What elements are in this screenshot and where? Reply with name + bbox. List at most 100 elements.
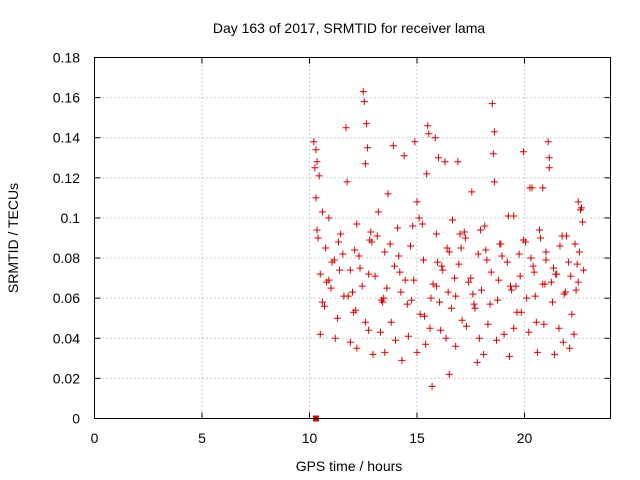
data-point	[355, 252, 363, 260]
y-tick-label: 0.02	[53, 370, 80, 386]
data-point	[318, 208, 326, 216]
data-point	[483, 256, 491, 264]
data-point	[318, 298, 326, 306]
data-point	[473, 358, 481, 366]
y-tick-label: 0.04	[53, 330, 80, 346]
data-point	[373, 232, 381, 240]
data-point	[379, 298, 387, 306]
data-point	[517, 308, 525, 316]
data-point	[568, 310, 576, 318]
data-point	[432, 230, 440, 238]
data-point	[353, 344, 361, 352]
data-point	[448, 216, 456, 224]
data-point	[547, 278, 555, 286]
data-point	[401, 276, 409, 284]
data-point	[409, 222, 417, 230]
data-point	[356, 264, 364, 272]
data-point	[331, 334, 339, 342]
data-point	[482, 246, 490, 254]
data-point	[439, 266, 447, 274]
data-point	[541, 280, 549, 288]
data-point	[352, 306, 360, 314]
data-point	[510, 324, 518, 332]
grid-lines	[94, 57, 611, 419]
data-point	[573, 260, 581, 268]
data-point	[365, 270, 373, 278]
data-point	[512, 282, 520, 290]
data-point	[387, 318, 395, 326]
data-point	[315, 172, 323, 180]
data-point	[553, 270, 561, 278]
data-point	[336, 266, 344, 274]
data-point	[570, 330, 578, 338]
data-point	[321, 302, 329, 310]
data-point	[487, 268, 495, 276]
data-point	[574, 278, 582, 286]
data-point	[392, 336, 399, 344]
y-tick-label: 0.1	[61, 210, 81, 226]
data-point	[314, 234, 322, 242]
data-point	[498, 252, 506, 260]
data-point	[505, 352, 513, 360]
data-point	[490, 128, 498, 136]
data-point	[465, 278, 473, 286]
data-point	[550, 264, 558, 272]
data-point	[567, 272, 575, 280]
y-tick-labels: 0 0.02 0.04 0.06 0.08 0.1 0.12 0.14 0.16 0.18	[53, 50, 80, 427]
data-point	[469, 290, 477, 298]
y-tick-label: 0.14	[53, 130, 80, 146]
x-tick-label: 5	[198, 430, 206, 446]
data-point	[381, 248, 389, 256]
data-point	[312, 146, 320, 154]
data-point	[346, 266, 354, 274]
y-tick-label: 0.08	[53, 250, 80, 266]
data-point	[522, 238, 530, 246]
data-points	[310, 88, 588, 422]
data-point	[403, 300, 411, 308]
data-point	[404, 332, 412, 340]
data-point	[416, 310, 424, 318]
data-point	[376, 328, 384, 336]
data-point	[312, 194, 320, 202]
data-point	[383, 284, 391, 292]
x-tick-label: 20	[517, 430, 533, 446]
data-point	[389, 142, 397, 150]
data-point	[413, 348, 421, 356]
data-point	[488, 100, 496, 108]
data-point	[424, 122, 432, 130]
data-point	[394, 224, 402, 232]
data-point	[574, 198, 582, 206]
data-point	[365, 326, 373, 334]
data-point	[493, 336, 501, 344]
data-point	[503, 258, 511, 266]
data-point	[427, 294, 435, 302]
data-point	[542, 248, 550, 256]
data-point	[335, 238, 343, 246]
data-point	[468, 188, 476, 196]
data-point	[447, 304, 455, 312]
data-point	[467, 274, 475, 282]
data-point	[460, 228, 468, 236]
x-tick-label: 15	[409, 430, 425, 446]
data-point	[408, 296, 416, 304]
data-point	[316, 330, 324, 338]
data-point	[366, 236, 374, 244]
data-point	[381, 348, 389, 356]
data-point	[495, 276, 503, 284]
data-point	[537, 234, 545, 242]
data-point	[380, 294, 388, 302]
data-point	[494, 296, 502, 304]
data-point	[551, 350, 559, 358]
data-point	[515, 250, 523, 258]
data-point	[532, 318, 540, 326]
data-point	[413, 198, 421, 206]
data-point	[484, 320, 492, 328]
data-point	[545, 164, 553, 172]
data-point	[516, 272, 524, 280]
data-point	[361, 160, 369, 168]
y-tick-label: 0.12	[53, 170, 80, 186]
data-point	[407, 242, 415, 250]
x-axis-label: GPS time / hours	[296, 458, 403, 474]
axis-ticks	[94, 57, 611, 419]
